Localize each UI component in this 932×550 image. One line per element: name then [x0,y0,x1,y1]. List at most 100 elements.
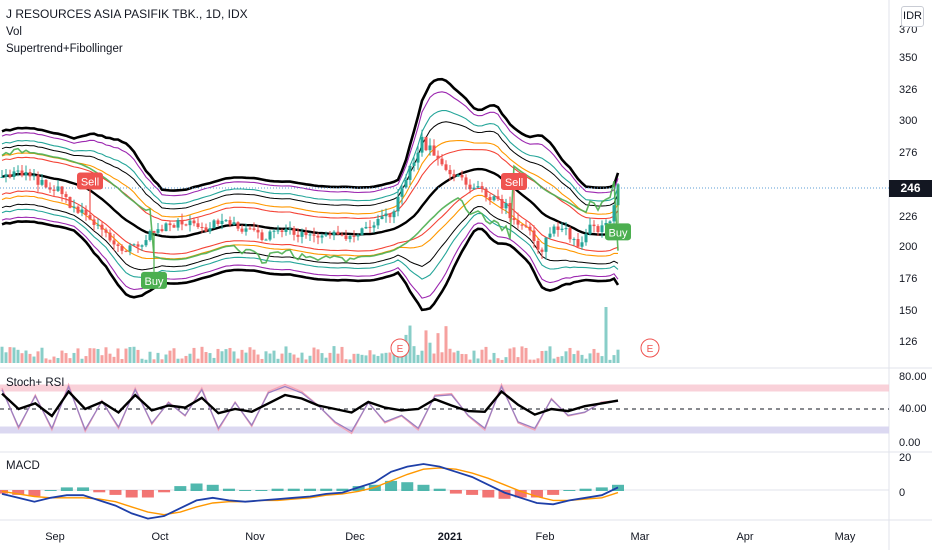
price-tick-label: 150 [899,305,917,317]
candle-body [488,197,492,201]
volume-bar [264,351,268,363]
volume-bar [580,354,584,363]
candle-body [284,229,288,232]
volume-bar [432,353,436,363]
candle-body [496,196,500,200]
volume-bar [184,355,188,363]
volume-bar [200,346,204,363]
signal-label: Sell [81,176,99,188]
candle-body [116,244,120,246]
earnings-marker[interactable] [390,338,410,358]
candle-body [428,145,432,151]
oversold-band [0,426,889,434]
candle-body [188,220,192,226]
volume-bar [204,352,208,363]
volume-label: Vol [6,26,22,38]
volume-bar [424,330,428,363]
current-price-label: 246 [889,180,932,197]
volume-bar [348,359,352,363]
candle-body [216,220,220,225]
volume-bar [384,352,388,363]
candle-body [560,228,564,230]
volume-bar [408,325,412,363]
time-tick-label: Sep [45,531,65,543]
volume-bar [472,350,476,363]
candle-body [96,224,100,226]
candle-body [396,196,400,212]
candle-body [552,226,556,234]
volume-bar [308,355,312,363]
volume-bar [248,347,252,363]
stoch-rsi-pane[interactable] [0,382,889,435]
candle-body [452,174,456,177]
candle-body [12,171,16,177]
candle-body [144,240,148,246]
volume-bar [372,354,376,363]
candle-body [8,174,12,177]
macd-pane[interactable] [0,463,889,520]
macd-histogram-bar [271,488,284,491]
candle-body [136,244,140,247]
candle-body [44,179,48,188]
volume-bar [212,357,216,363]
signal-label: Buy [145,276,164,288]
candle-body [544,237,548,252]
macd-histogram-bar [125,490,138,498]
fib-band-upper-1 [1,91,619,197]
volume-bar [612,355,616,363]
candle-body [504,203,508,209]
candle-body [392,211,396,218]
currency-button[interactable]: IDR [901,6,924,27]
stoch-rsi-label: Stoch+ RSI [6,377,65,389]
candle-body [172,225,176,228]
candle-body [192,220,196,224]
volume-bar [88,348,92,363]
candle-body [464,177,468,185]
volume-bar [492,352,496,363]
volume-bar [456,350,460,363]
volume-bar [616,349,620,363]
volume-bar [16,349,20,363]
fib-band-upper-3 [1,121,619,210]
volume-bar [320,353,324,363]
candle-body [84,209,88,215]
candle-body [460,174,464,178]
candle-body [40,179,44,185]
volume-bar [168,350,172,363]
earnings-marker[interactable] [640,338,660,358]
volume-bar [524,347,528,363]
volume-bar [364,355,368,363]
candle-body [568,228,572,240]
candle-body [76,206,80,213]
volume-bar [316,349,320,363]
fib-band-upper-0 [1,77,620,192]
candle-body [304,232,308,236]
candle-body [332,231,336,236]
macd-histogram-bar [304,488,316,491]
price-pane[interactable]: Sell Buy Sell Buy [0,77,889,312]
candle-body [52,189,56,191]
candle-body [4,174,8,177]
volume-bar [436,333,440,363]
macd-histogram-bar [174,486,187,491]
candle-body [56,186,60,191]
volume-bar [132,346,136,363]
candle-body [408,165,412,180]
volume-bar [544,350,548,363]
candle-body [48,187,52,190]
candle-body [580,242,584,247]
volume-bar [564,351,568,363]
macd-label: MACD [6,460,40,472]
volume-bar [60,350,64,363]
fib-band-lower-0 [1,220,620,312]
price-tick-label: 126 [899,336,917,348]
signal-tag [141,271,167,289]
candle-body [36,175,40,185]
volume-bar [124,348,128,363]
macd-histogram-bar [352,486,365,491]
volume-bar [336,353,340,363]
candle-body [272,230,276,232]
volume-bar [228,347,232,363]
candle-body [320,235,324,238]
